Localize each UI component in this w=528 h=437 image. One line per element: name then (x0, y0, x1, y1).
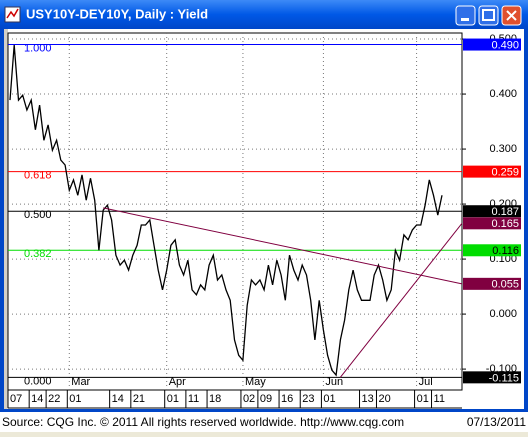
x-tick-label: 07 (10, 393, 22, 405)
x-tick-label: 02 (243, 393, 255, 405)
value-box (463, 205, 521, 218)
value-box (463, 38, 521, 51)
title-bar (0, 0, 528, 29)
value-box-label: 0.116 (492, 245, 519, 257)
y-tick-label: 0.000 (489, 308, 517, 320)
footer-date: 07/13/2011 (467, 415, 526, 429)
month-label: Jul (419, 376, 433, 388)
x-tick-label: 18 (209, 393, 221, 405)
month-label: May (245, 376, 266, 388)
level-label: 0.618 (24, 170, 52, 182)
value-box-label: 0.490 (491, 39, 519, 51)
x-tick-label: 14 (112, 393, 124, 405)
month-label: Mar (71, 376, 90, 388)
trendline (339, 223, 463, 378)
level-label: 0.382 (24, 248, 52, 260)
x-tick-label: 01 (323, 393, 335, 405)
left-gutter (4, 29, 8, 409)
footer-bar (0, 412, 528, 432)
value-box (463, 244, 521, 257)
x-tick-label: 22 (48, 393, 60, 405)
month-label: Apr (169, 376, 186, 388)
value-box-label: 0.055 (491, 279, 519, 291)
level-label: 0.500 (24, 209, 52, 221)
app-icon-graph (6, 8, 19, 19)
trendline (103, 207, 463, 285)
x-tick-label: 23 (302, 393, 314, 405)
y-tick-label: 0.300 (489, 143, 517, 155)
value-box (463, 371, 521, 384)
minimize-button[interactable] (455, 5, 476, 26)
x-tick-label: 20 (378, 393, 390, 405)
value-box-label: 0.187 (491, 206, 519, 218)
value-box (463, 277, 521, 290)
level-label: 0.000 (24, 375, 52, 387)
value-box-label: 0.165 (491, 218, 519, 230)
value-box (463, 165, 521, 178)
x-tick-label: 01 (69, 393, 81, 405)
value-box (463, 217, 521, 230)
x-tick-label: 01 (167, 393, 179, 405)
x-tick-label: 14 (31, 393, 43, 405)
x-tick-label: 01 (417, 393, 429, 405)
value-box-label: 0.259 (491, 167, 519, 179)
x-tick-label: 11 (188, 393, 199, 405)
maximize-button[interactable] (478, 5, 499, 26)
footer-source: Source: CQG Inc. © 2011 All rights reser… (2, 415, 404, 429)
x-tick-label: 11 (434, 393, 445, 405)
y-tick-label: 0.400 (489, 88, 517, 100)
value-box-label: -0.115 (489, 372, 519, 384)
x-tick-label: 13 (362, 393, 374, 405)
price-line (9, 45, 443, 377)
month-label: Jun (325, 376, 343, 388)
window-title: USY10Y-DEY10Y, Daily : Yield (26, 6, 208, 21)
close-button[interactable] (501, 5, 522, 26)
x-tick-label: 16 (281, 393, 293, 405)
x-tick-label: 09 (260, 393, 272, 405)
level-label: 1.000 (24, 42, 52, 54)
x-tick-label: 21 (133, 393, 145, 405)
